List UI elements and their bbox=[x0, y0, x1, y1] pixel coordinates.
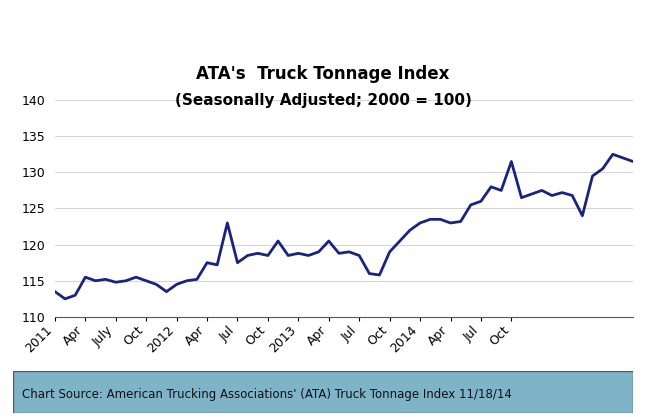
Text: ATA's  Truck Tonnage Index: ATA's Truck Tonnage Index bbox=[196, 65, 450, 83]
Text: (Seasonally Adjusted; 2000 = 100): (Seasonally Adjusted; 2000 = 100) bbox=[174, 93, 472, 108]
FancyBboxPatch shape bbox=[13, 371, 633, 413]
Text: Chart Source: American Trucking Associations' (ATA) Truck Tonnage Index 11/18/14: Chart Source: American Trucking Associat… bbox=[22, 387, 512, 401]
